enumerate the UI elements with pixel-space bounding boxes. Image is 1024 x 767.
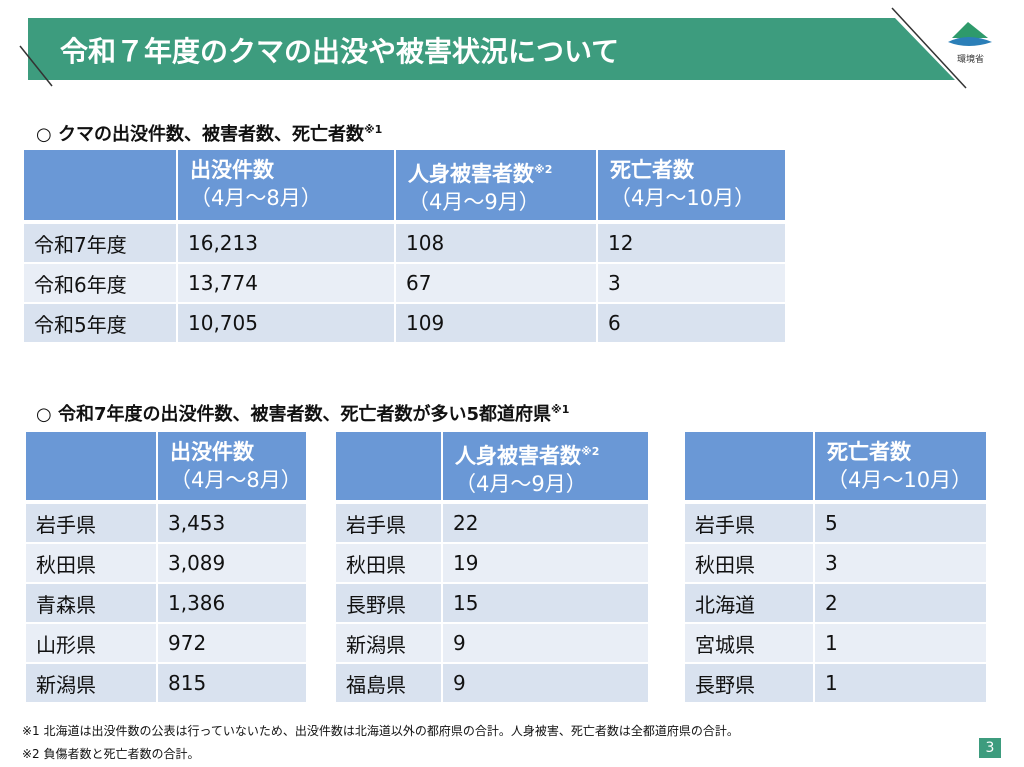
corner-cell: [26, 432, 156, 500]
corner-cell: [685, 432, 813, 500]
table-cell: 19: [443, 544, 648, 582]
header-period: （4月～9月）: [455, 472, 587, 496]
table-cell: 3: [598, 264, 785, 302]
table-cell: 2: [815, 584, 986, 622]
header-label: 人身被害者数: [408, 162, 534, 186]
column-header: 死亡者数 （4月～10月）: [598, 150, 785, 220]
page-number: 3: [979, 738, 1001, 758]
row-label: 福島県: [336, 664, 441, 702]
corner-cell: [24, 150, 176, 220]
row-label: 秋田県: [26, 544, 156, 582]
column-header: 出没件数 （4月～8月）: [158, 432, 306, 500]
footnote: ※1 北海道は出没件数の公表は行っていないため、出没件数は北海道以外の都府県の合…: [22, 724, 739, 738]
table-cell: 67: [396, 264, 596, 302]
table-cell: 1: [815, 664, 986, 702]
table-cell: 3: [815, 544, 986, 582]
table-cell: 10,705: [178, 304, 394, 342]
column-header: 死亡者数 （4月～10月）: [815, 432, 986, 500]
note-mark: ※2: [534, 163, 553, 176]
table-cell: 1,386: [158, 584, 306, 622]
table-cell: 15: [443, 584, 648, 622]
column-header: 人身被害者数※2 （4月～9月）: [443, 432, 648, 500]
row-label: 長野県: [685, 664, 813, 702]
row-label: 新潟県: [336, 624, 441, 662]
row-label: 令和6年度: [24, 264, 176, 302]
column-header: 出没件数 （4月～8月）: [178, 150, 394, 220]
title-banner: [19, 7, 992, 89]
header-label: 出没件数: [190, 158, 274, 182]
table-cell: 815: [158, 664, 306, 702]
table-cell: 9: [443, 624, 648, 662]
header-label: 死亡者数: [827, 440, 911, 464]
table-cell: 108: [396, 224, 596, 262]
column-header: 人身被害者数※2 （4月～9月）: [396, 150, 596, 220]
table-cell: 3,453: [158, 504, 306, 542]
header-period: （4月～8月）: [190, 186, 322, 210]
header-label: 死亡者数: [610, 158, 694, 182]
title: 令和７年度のクマの出没や被害状況について: [60, 35, 620, 68]
row-label: 青森県: [26, 584, 156, 622]
row-label: 令和5年度: [24, 304, 176, 342]
table-cell: 9: [443, 664, 648, 702]
header-period: （4月～10月）: [827, 468, 973, 492]
section-heading: ○ 令和7年度の出没件数、被害者数、死亡者数が多い5都道府県※1: [36, 400, 569, 426]
note-mark: ※1: [363, 123, 383, 136]
row-label: 宮城県: [685, 624, 813, 662]
table-cell: 12: [598, 224, 785, 262]
heading-text: ○ クマの出没件数、被害者数、死亡者数: [36, 124, 364, 145]
table-cell: 22: [443, 504, 648, 542]
header-label: 人身被害者数: [455, 444, 581, 468]
row-label: 令和7年度: [24, 224, 176, 262]
header-period: （4月～10月）: [610, 186, 756, 210]
note-mark: ※1: [551, 403, 570, 416]
corner-cell: [336, 432, 441, 500]
row-label: 岩手県: [336, 504, 441, 542]
row-label: 北海道: [685, 584, 813, 622]
footnote: ※2 負傷者数と死亡者数の合計。: [22, 747, 200, 761]
logo-text: 環境省: [957, 55, 985, 65]
section-heading: ○ クマの出没件数、被害者数、死亡者数※1: [36, 120, 382, 146]
table-cell: 13,774: [178, 264, 394, 302]
note-mark: ※2: [581, 445, 600, 458]
header-label: 出没件数: [170, 440, 254, 464]
row-label: 秋田県: [336, 544, 441, 582]
table-cell: 16,213: [178, 224, 394, 262]
row-label: 秋田県: [685, 544, 813, 582]
table-cell: 1: [815, 624, 986, 662]
row-label: 長野県: [336, 584, 441, 622]
header-period: （4月～9月）: [408, 190, 540, 214]
heading-text: ○ 令和7年度の出没件数、被害者数、死亡者数が多い5都道府県: [36, 404, 552, 425]
row-label: 岩手県: [26, 504, 156, 542]
row-label: 山形県: [26, 624, 156, 662]
row-label: 岩手県: [685, 504, 813, 542]
table-cell: 3,089: [158, 544, 306, 582]
table-cell: 5: [815, 504, 986, 542]
header-period: （4月～8月）: [170, 468, 302, 492]
table-cell: 109: [396, 304, 596, 342]
table-cell: 972: [158, 624, 306, 662]
table-cell: 6: [598, 304, 785, 342]
row-label: 新潟県: [26, 664, 156, 702]
